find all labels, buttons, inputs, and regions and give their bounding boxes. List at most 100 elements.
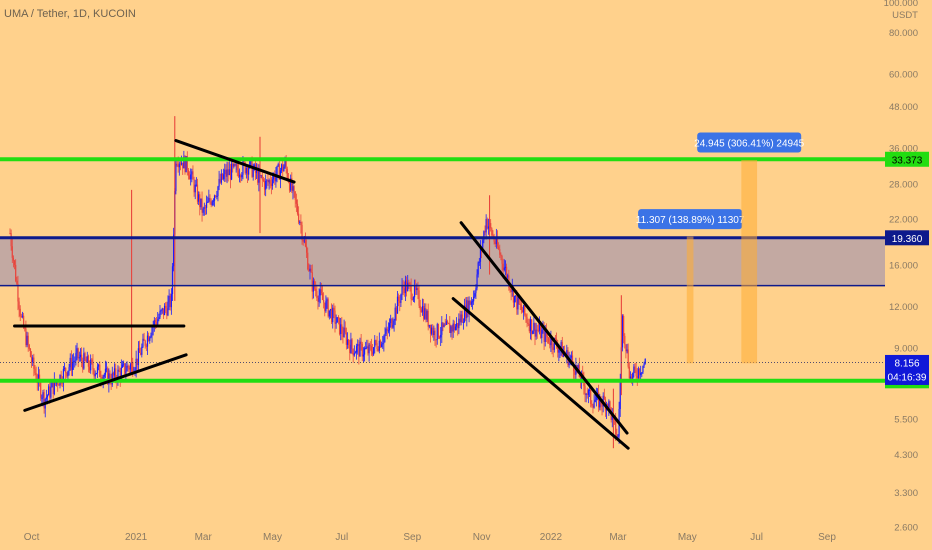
candle-body	[75, 352, 77, 361]
candle	[41, 394, 43, 404]
candle-body	[20, 316, 22, 318]
candle-body	[399, 301, 401, 303]
candle-body	[368, 344, 370, 354]
candle	[21, 311, 24, 319]
candle-body	[157, 319, 159, 325]
candle-body	[203, 207, 205, 209]
candle-body	[248, 167, 250, 175]
candle-body	[509, 287, 511, 290]
candle-body	[507, 275, 509, 278]
candle	[196, 178, 199, 205]
candle-body	[135, 358, 137, 370]
candle	[145, 343, 147, 351]
candle-body	[411, 298, 413, 300]
candle	[326, 297, 328, 309]
candle-body	[607, 404, 609, 408]
candle	[452, 319, 454, 338]
candle-body	[353, 353, 355, 356]
candle	[528, 318, 530, 334]
candle	[335, 314, 337, 329]
candle-body	[301, 225, 303, 240]
candle	[52, 382, 54, 399]
candle-body	[388, 323, 391, 331]
candle	[186, 151, 188, 176]
candle-body	[566, 350, 568, 356]
candle-body	[520, 304, 522, 311]
candle	[11, 238, 13, 264]
candle-body	[354, 352, 357, 354]
candle	[295, 193, 297, 212]
candle-body	[524, 305, 526, 315]
candle	[65, 367, 67, 381]
candle	[44, 398, 46, 418]
candle-body	[121, 364, 124, 368]
candle	[590, 389, 592, 408]
level-tag-zone-top-box	[885, 230, 929, 246]
candle-body	[484, 231, 486, 233]
candle	[217, 185, 219, 202]
candle	[538, 316, 541, 335]
candle	[288, 180, 291, 193]
candle-body	[223, 174, 225, 179]
trendline	[451, 297, 630, 450]
candle-body	[148, 335, 150, 341]
candle	[275, 166, 277, 188]
candle-body	[482, 240, 484, 250]
candle	[16, 276, 18, 286]
candle	[166, 301, 168, 320]
candle	[96, 362, 99, 378]
candle	[194, 179, 196, 200]
candle-body	[357, 344, 359, 347]
candle	[70, 350, 72, 376]
candle	[73, 353, 75, 370]
candle	[18, 297, 20, 318]
current-price-tag-box	[885, 354, 929, 385]
candle-body	[515, 295, 517, 297]
candle-body	[394, 307, 396, 321]
candle-body	[324, 302, 326, 312]
candle	[501, 254, 503, 272]
candle-body	[284, 160, 286, 167]
trendline-layer	[13, 139, 630, 450]
candle	[461, 310, 463, 323]
candle	[469, 300, 471, 306]
candle-body	[71, 362, 74, 371]
candle-body	[305, 246, 308, 253]
candle-body	[96, 366, 99, 374]
candle-body	[100, 376, 102, 380]
candle-body	[419, 305, 421, 310]
candle	[485, 214, 487, 240]
candle	[304, 232, 307, 248]
candle-body	[159, 310, 161, 318]
candle	[583, 371, 585, 395]
candle-body	[183, 156, 185, 169]
candle-body	[278, 164, 280, 180]
candle	[450, 325, 452, 338]
candle	[449, 316, 451, 334]
candle-body	[536, 329, 538, 331]
candle	[343, 319, 345, 338]
candle-body	[549, 342, 551, 346]
candle	[17, 275, 19, 311]
candle	[527, 318, 529, 326]
candle	[376, 335, 378, 352]
candle-body	[392, 324, 394, 328]
candle-body	[634, 366, 636, 370]
candle-body	[585, 393, 587, 395]
candle-body	[240, 175, 242, 178]
candle-body	[225, 169, 227, 177]
candle	[283, 164, 285, 172]
candle	[496, 230, 499, 250]
candle-body	[471, 301, 474, 303]
candle	[392, 317, 394, 329]
candle	[525, 313, 527, 323]
candle-body	[393, 320, 395, 325]
candle-body	[234, 164, 236, 166]
candle-body	[258, 169, 260, 183]
candle-body	[635, 369, 637, 377]
candle-body	[144, 340, 146, 346]
candle	[37, 366, 40, 391]
candle	[446, 319, 449, 325]
candle-body	[212, 200, 215, 202]
